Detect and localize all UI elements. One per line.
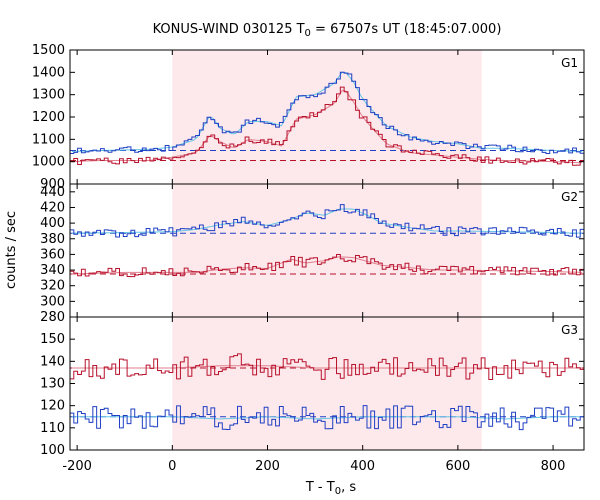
x-axis-label: T - T0, s [305, 480, 356, 497]
y-tick-label: 1400 [32, 65, 65, 80]
y-axis-label: counts / sec [4, 211, 19, 289]
series-red [70, 254, 584, 278]
y-tick-label: 140 [40, 354, 65, 369]
series-blue [70, 405, 584, 431]
series-model-red [71, 89, 583, 164]
series-red [70, 86, 584, 166]
y-tick-label: 380 [40, 232, 65, 247]
series-model-red [71, 365, 583, 369]
x-tick-label: 200 [255, 459, 280, 474]
y-tick-label: 360 [40, 247, 65, 262]
y-tick-label: 300 [40, 294, 65, 309]
panel-g3: 100 110 120 130 140 150 G3 [40, 316, 585, 458]
x-axis-label-rest: , s [341, 480, 356, 495]
burst-interval-highlight [172, 50, 482, 450]
y-tick-label: 900 [40, 177, 65, 192]
chart-title-main: KONUS-WIND 030125 T [153, 22, 305, 37]
series-red [70, 353, 584, 380]
y-tick-label: 340 [40, 263, 65, 278]
series-model-blue [71, 416, 583, 420]
y-tick-label: 130 [40, 377, 65, 392]
plot-layer: 900100011001200130014001500G128030032034… [32, 43, 585, 474]
y-tick-label: 1200 [32, 110, 65, 125]
panel-label: G1 [561, 56, 578, 70]
x-tick-label: 400 [350, 459, 375, 474]
y-tick-label: 320 [40, 279, 65, 294]
x-tick-label: 600 [445, 459, 470, 474]
y-tick-label: 1000 [32, 155, 65, 170]
y-tick-label: 1500 [32, 43, 65, 58]
series-model-blue [71, 208, 583, 234]
chart-title-rest: = 67507s UT (18:45:07.000) [311, 22, 501, 37]
y-tick-label: 440 [40, 185, 65, 200]
y-tick-label: 120 [40, 399, 65, 414]
x-tick-label: 800 [541, 459, 566, 474]
y-tick-label: 100 [40, 443, 65, 458]
y-tick-label: 1300 [32, 88, 65, 103]
y-tick-label: 280 [40, 310, 65, 325]
y-tick-label: 1100 [32, 132, 65, 147]
panel-label: G3 [561, 323, 578, 337]
x-axis-label-subscript: 0 [335, 486, 341, 497]
y-tick-label: 150 [40, 332, 65, 347]
series-blue [70, 71, 584, 155]
x-tick-label: 0 [168, 459, 176, 474]
chart-title: KONUS-WIND 030125 T0 = 67507s UT (18:45:… [153, 22, 502, 39]
chart-title-subscript: 0 [305, 28, 311, 39]
series-blue [70, 204, 584, 238]
y-tick-label: 110 [40, 421, 65, 436]
panel-label: G2 [561, 190, 578, 204]
panel-g1: 900 1000 1100 1200 1300 1400 1500 G1 [32, 43, 585, 192]
x-axis-label-main: T - T [305, 480, 335, 495]
x-tick-label: -200 [62, 459, 92, 474]
y-tick-label: 420 [40, 200, 65, 215]
y-tick-label: 400 [40, 216, 65, 231]
